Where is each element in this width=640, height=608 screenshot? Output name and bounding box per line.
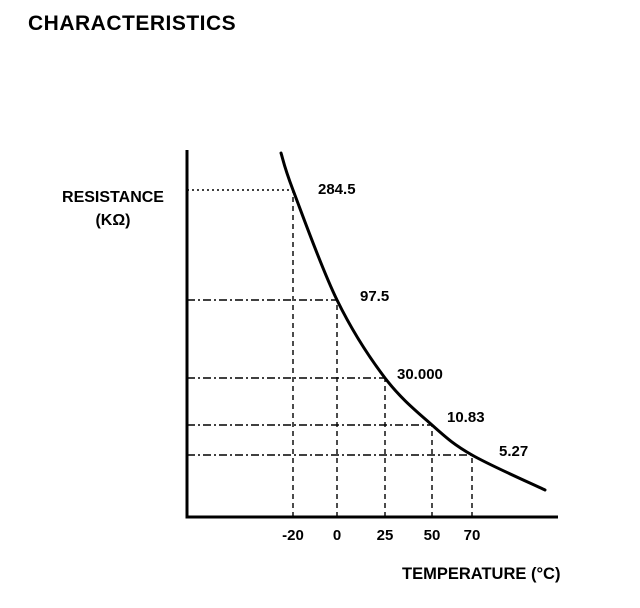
point-label-5-27: 5.27 bbox=[499, 443, 529, 460]
y-axis-units: (KΩ) bbox=[95, 212, 131, 229]
chart-title: CHARACTERISTICS bbox=[28, 12, 237, 35]
x-tick-minus-20: -20 bbox=[282, 527, 304, 544]
x-tick-0: 0 bbox=[332, 527, 342, 544]
point-label-97-5: 97.5 bbox=[360, 288, 390, 305]
x-axis-label: TEMPERATURE (°C) bbox=[402, 565, 561, 583]
y-axis-label: RESISTANCE (KΩ) bbox=[38, 186, 188, 232]
x-tick-70: 70 bbox=[463, 527, 481, 544]
x-tick-25: 25 bbox=[376, 527, 394, 544]
point-label-30-000: 30.000 bbox=[397, 366, 443, 383]
y-axis-label-text: RESISTANCE bbox=[62, 189, 164, 206]
point-label-10-83: 10.83 bbox=[447, 409, 485, 426]
x-tick-50: 50 bbox=[423, 527, 441, 544]
point-label-284-5: 284.5 bbox=[318, 181, 356, 198]
resistance-curve bbox=[279, 151, 547, 492]
